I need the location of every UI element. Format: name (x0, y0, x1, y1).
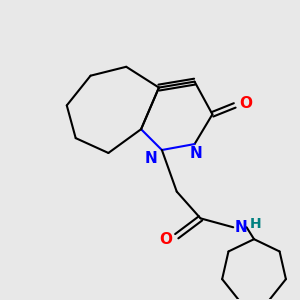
Text: N: N (235, 220, 248, 235)
Text: H: H (250, 217, 261, 231)
Text: O: O (159, 232, 172, 247)
Text: N: N (145, 152, 158, 166)
Text: O: O (239, 96, 252, 111)
Text: N: N (190, 146, 202, 160)
